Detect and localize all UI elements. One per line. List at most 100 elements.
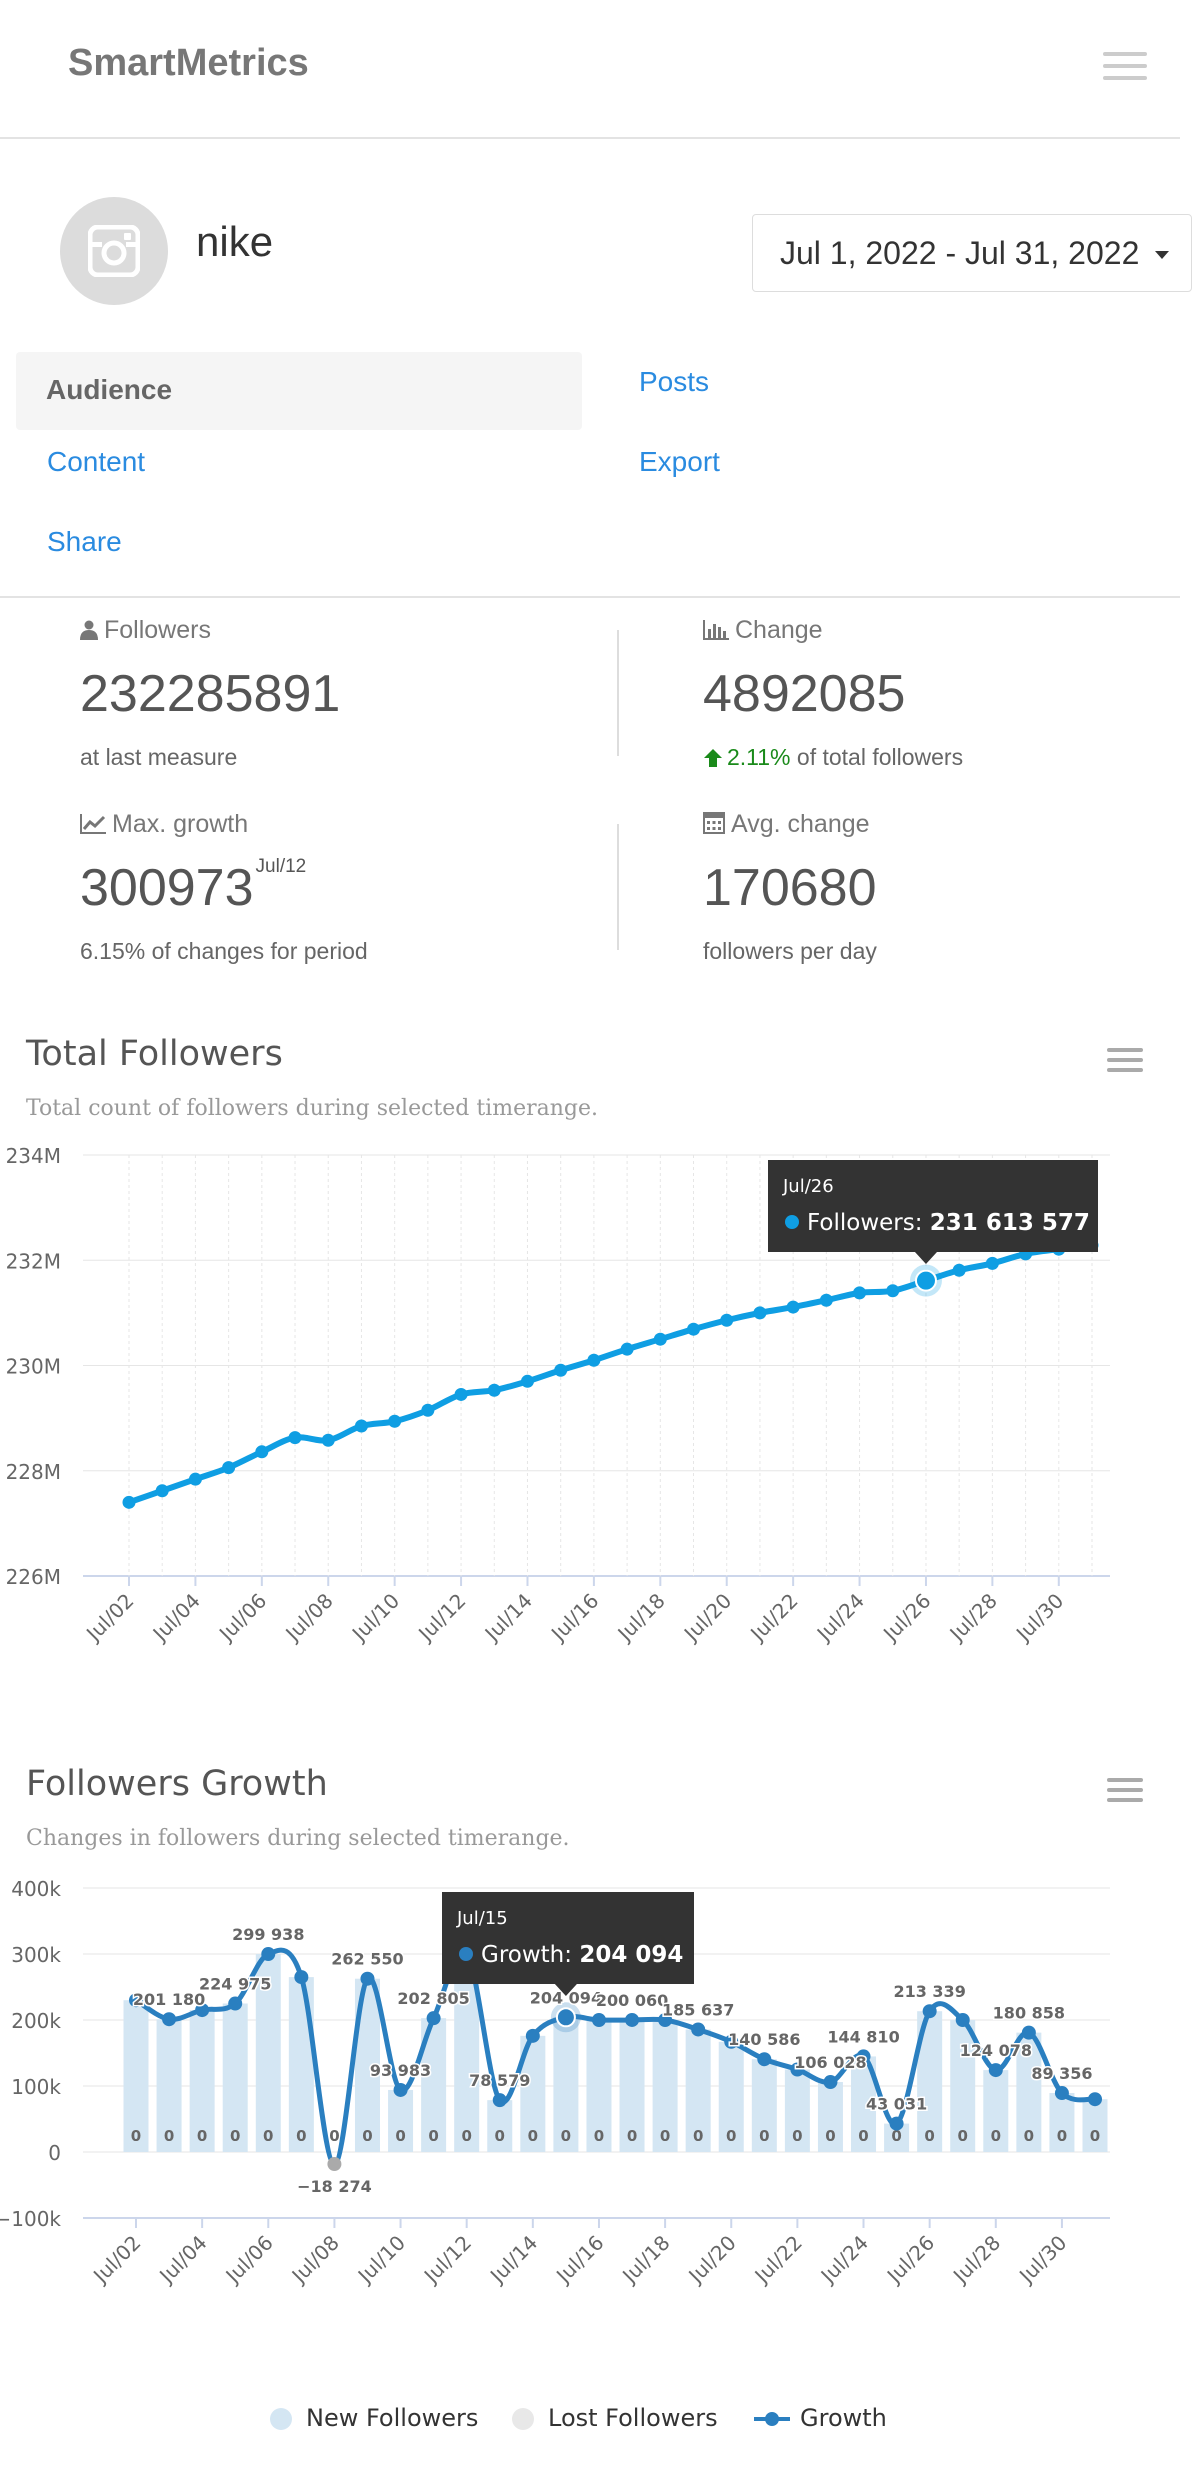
new-followers-data-label: 0 bbox=[131, 2127, 141, 2145]
data-point bbox=[620, 1342, 634, 1356]
nav-tab-posts[interactable]: Posts bbox=[639, 366, 710, 397]
new-followers-bar bbox=[619, 2019, 645, 2152]
data-point bbox=[520, 1374, 534, 1388]
new-followers-data-label: 0 bbox=[296, 2127, 306, 2145]
data-point bbox=[261, 1947, 276, 1962]
hamburger-menu-icon[interactable] bbox=[1103, 52, 1147, 82]
new-followers-bar bbox=[817, 2082, 843, 2152]
new-followers-data-label: 0 bbox=[958, 2127, 968, 2145]
new-followers-data-label: 0 bbox=[759, 2127, 769, 2145]
x-tick-label: Jul/20 bbox=[678, 1589, 736, 1647]
x-tick-label: Jul/10 bbox=[346, 1589, 404, 1647]
nav-tab-export[interactable]: Export bbox=[639, 446, 720, 477]
date-range-picker[interactable]: Jul 1, 2022 - Jul 31, 2022 bbox=[752, 214, 1192, 292]
nav-tab-content[interactable]: Content bbox=[47, 446, 146, 477]
data-point bbox=[790, 2062, 805, 2077]
growth-data-label: 262 550 bbox=[331, 1950, 403, 1969]
new-followers-bar bbox=[487, 2100, 513, 2152]
data-point bbox=[988, 2063, 1003, 2078]
new-followers-bar bbox=[189, 2010, 215, 2152]
new-followers-data-label: 0 bbox=[891, 2127, 901, 2145]
x-tick-label: Jul/30 bbox=[1010, 1589, 1068, 1647]
new-followers-bar bbox=[1082, 2099, 1108, 2152]
nav-tab-audience[interactable]: Audience bbox=[16, 352, 582, 430]
new-followers-data-label: 0 bbox=[197, 2127, 207, 2145]
data-point bbox=[753, 1306, 767, 1320]
total-followers-subtitle: Total count of followers during selected… bbox=[26, 1096, 598, 1121]
x-tick-label: Jul/22 bbox=[744, 1589, 802, 1647]
y-tick-label: 230M bbox=[6, 1355, 61, 1379]
new-followers-data-label: 0 bbox=[428, 2127, 438, 2145]
growth-data-label: 185 637 bbox=[662, 2000, 734, 2019]
data-point bbox=[454, 1387, 468, 1401]
growth-data-label: 106 028 bbox=[794, 2053, 866, 2072]
growth-data-label: 144 810 bbox=[827, 2027, 899, 2046]
x-tick-label: Jul/28 bbox=[947, 2231, 1005, 2289]
growth-data-label: 93 983 bbox=[370, 2061, 431, 2080]
chart-menu-icon[interactable] bbox=[1107, 1048, 1143, 1074]
data-point bbox=[1021, 2025, 1036, 2040]
followers-growth-title: Followers Growth bbox=[26, 1764, 328, 1804]
new-followers-data-label: 0 bbox=[461, 2127, 471, 2145]
x-tick-label: Jul/24 bbox=[811, 1589, 869, 1647]
chart-tooltip: Jul/15 Growth: 204 094 bbox=[442, 1892, 694, 1996]
stat-separator bbox=[617, 630, 619, 756]
data-point bbox=[487, 1383, 501, 1397]
y-tick-label: 200k bbox=[11, 2009, 61, 2033]
legend-growth[interactable]: Growth bbox=[754, 2404, 887, 2432]
tooltip-value: Growth: 204 094 bbox=[481, 1942, 683, 1968]
growth-data-label: 89 356 bbox=[1031, 2064, 1092, 2083]
x-tick-label: Jul/10 bbox=[352, 2231, 410, 2289]
new-followers-data-label: 0 bbox=[1024, 2127, 1034, 2145]
new-followers-data-label: 0 bbox=[726, 2127, 736, 2145]
tooltip-date: Jul/15 bbox=[456, 1908, 508, 1929]
growth-data-label: 224 975 bbox=[199, 1975, 271, 1994]
followers-line bbox=[128, 1242, 1093, 1506]
new-followers-data-label: 0 bbox=[693, 2127, 703, 2145]
data-point bbox=[188, 1472, 202, 1486]
data-point bbox=[955, 2013, 970, 2027]
brand-logo[interactable]: SmartMetrics bbox=[68, 42, 309, 84]
avg-change-stat-value: 170680 bbox=[703, 859, 877, 917]
nav-tab-share[interactable]: Share bbox=[47, 526, 122, 557]
data-point bbox=[625, 2012, 640, 2027]
max-growth-stat-value: 300973 Jul/12 bbox=[80, 856, 307, 917]
legend-lost-followers[interactable]: Lost Followers bbox=[512, 2404, 718, 2432]
x-tick-label: Jul/02 bbox=[80, 1589, 138, 1647]
new-followers-data-label: 0 bbox=[263, 2127, 273, 2145]
growth-data-label: 299 938 bbox=[232, 1925, 304, 1944]
max-growth-date: Jul/12 bbox=[255, 856, 307, 877]
growth-data-label: 43 031 bbox=[866, 2095, 927, 2114]
new-followers-bar bbox=[983, 2070, 1009, 2152]
new-followers-bar bbox=[718, 2041, 744, 2152]
data-point bbox=[886, 1284, 900, 1298]
new-followers-bar bbox=[652, 2020, 678, 2152]
y-tick-label: 0 bbox=[48, 2141, 61, 2165]
new-followers-bar bbox=[1049, 2093, 1075, 2152]
data-point bbox=[985, 1256, 999, 1270]
avg-change-stat-label: Avg. change bbox=[703, 810, 870, 839]
max-growth-stat-sub: 6.15% of changes for period bbox=[80, 938, 368, 964]
data-point bbox=[255, 1445, 269, 1459]
data-point bbox=[889, 2116, 904, 2131]
growth-data-label: 124 078 bbox=[960, 2041, 1032, 2060]
x-tick-label: Jul/26 bbox=[881, 2231, 939, 2289]
legend-new-followers[interactable]: New Followers bbox=[270, 2404, 478, 2432]
data-point bbox=[819, 1293, 833, 1307]
new-followers-bar bbox=[255, 1954, 281, 2152]
tooltip-box bbox=[768, 1160, 1098, 1264]
tooltip-date: Jul/26 bbox=[782, 1176, 834, 1197]
x-tick-label: Jul/28 bbox=[944, 1589, 1002, 1647]
data-point bbox=[724, 2034, 739, 2049]
date-range-label: Jul 1, 2022 - Jul 31, 2022 bbox=[780, 235, 1140, 271]
section-divider bbox=[0, 596, 1180, 598]
data-point bbox=[228, 1996, 243, 2011]
data-point bbox=[294, 1970, 309, 1985]
chart-menu-icon[interactable] bbox=[1107, 1778, 1143, 1804]
new-followers-data-label: 0 bbox=[660, 2127, 670, 2145]
x-tick-label: Jul/08 bbox=[280, 1589, 338, 1647]
new-followers-bar bbox=[586, 2020, 612, 2152]
data-point bbox=[388, 1414, 402, 1428]
new-followers-bar bbox=[388, 2089, 414, 2152]
new-followers-data-label: 0 bbox=[627, 2127, 637, 2145]
